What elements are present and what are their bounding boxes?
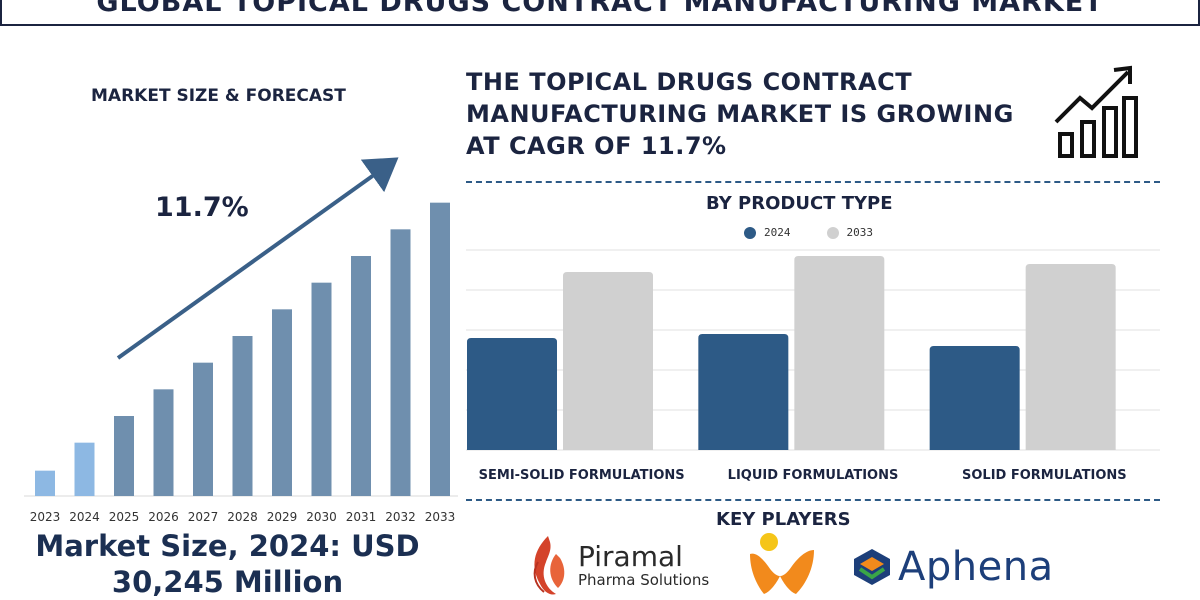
bar-2024-0 (467, 338, 557, 450)
forecast-bar-2028 (232, 336, 253, 496)
x-tick-2025: 2025 (109, 510, 140, 524)
title-bar: GLOBAL TOPICAL DRUGS CONTRACT MANUFACTUR… (0, 0, 1200, 26)
x-tick-2028: 2028 (227, 510, 258, 524)
forecast-bar-2023 (35, 470, 55, 496)
divider-top (466, 181, 1160, 183)
page-title: GLOBAL TOPICAL DRUGS CONTRACT MANUFACTUR… (96, 0, 1104, 18)
market-size-forecast-label: MARKET SIZE & FORECAST (91, 86, 346, 106)
forecast-bar-2031 (351, 256, 371, 496)
x-tick-2026: 2026 (148, 510, 179, 524)
market-forecast-chart: 2023 2024 2025 2026 2027 2028 2029 2030 2031 2032… (24, 157, 458, 524)
category-label-1: LIQUID FORMULATIONS (728, 468, 899, 483)
forecast-bar-2025 (114, 416, 134, 496)
growth-chart-icon (1054, 65, 1138, 158)
product-type-chart: SEMI-SOLID FORMULATIONS LIQUID FORMULATIO… (466, 249, 1160, 483)
forecast-bar-2026 (153, 389, 174, 496)
cagr-headline: THE TOPICAL DRUGS CONTRACT MANUFACTURING… (466, 68, 1014, 160)
key-players-label: KEY PLAYERS (716, 509, 851, 530)
x-tick-2023: 2023 (30, 510, 61, 524)
legend-2024-swatch (744, 226, 756, 239)
growth-arrow (116, 157, 399, 360)
by-product-type-label: BY PRODUCT TYPE (706, 193, 893, 214)
market-size-text: Market Size, 2024: USD 30,245 Million (35, 529, 420, 599)
bar-2024-2 (929, 346, 1020, 450)
piramal-name: Piramal (578, 540, 683, 573)
x-tick-2033: 2033 (425, 510, 456, 524)
forecast-bar-2030 (311, 282, 332, 496)
forecast-bar-2029 (272, 309, 292, 496)
category-label-0: SEMI-SOLID FORMULATIONS (479, 468, 685, 483)
x-tick-2032: 2032 (385, 510, 416, 524)
hands-heart-icon (750, 533, 814, 594)
bar-2033-1 (794, 256, 885, 450)
bar-2033-0 (563, 272, 653, 450)
chart-legend: 2024 2033 (744, 226, 901, 239)
cagr-label: 11.7% (155, 192, 249, 223)
legend-2033-swatch (826, 226, 839, 239)
bar-2024-1 (698, 334, 789, 450)
divider-bottom (466, 499, 1160, 501)
forecast-bar-2024 (74, 442, 95, 496)
piramal-flame-icon (533, 536, 565, 595)
piramal-subtitle: Pharma Solutions (578, 571, 710, 589)
forecast-bar-2027 (193, 362, 213, 496)
x-tick-2027: 2027 (188, 510, 219, 524)
forecast-bar-2033 (430, 202, 450, 496)
aphena-mark-icon (854, 549, 890, 585)
bar-2033-2 (1025, 264, 1116, 450)
legend-2033-label: 2033 (846, 226, 874, 239)
x-tick-2030: 2030 (306, 510, 337, 524)
x-tick-2024: 2024 (69, 510, 100, 524)
forecast-bar-2032 (390, 229, 411, 497)
x-tick-2029: 2029 (267, 510, 298, 524)
aphena-logo: Aphena (850, 544, 1054, 590)
category-label-2: SOLID FORMULATIONS (962, 468, 1127, 483)
hands-logo (746, 532, 818, 596)
aphena-name: Aphena (898, 544, 1054, 590)
legend-2024-label: 2024 (764, 226, 791, 239)
x-tick-2031: 2031 (346, 510, 377, 524)
piramal-logo: Piramal Pharma Solutions (526, 532, 709, 598)
